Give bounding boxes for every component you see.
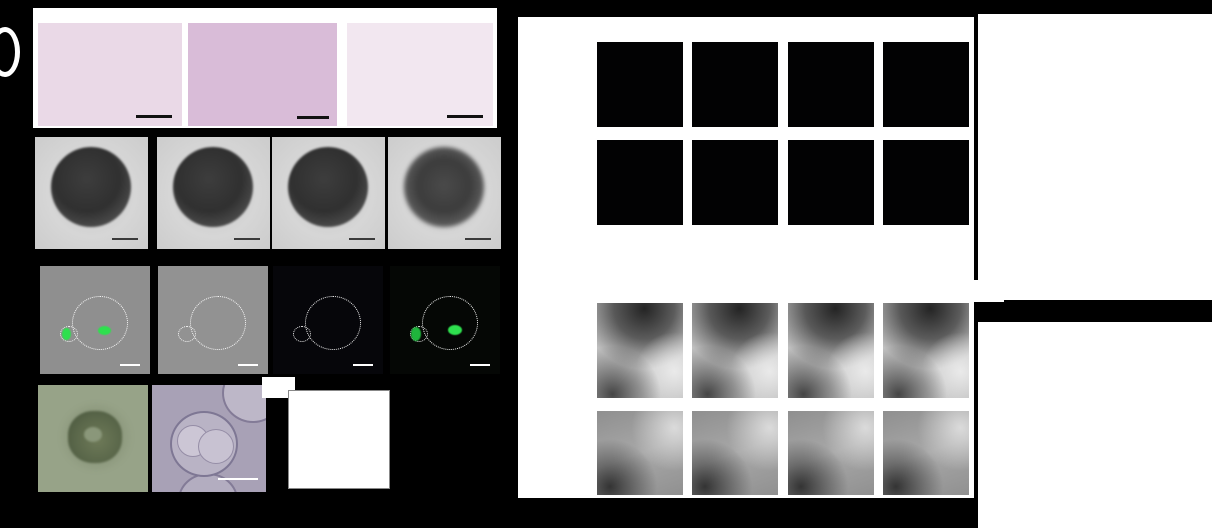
timelapse-image-h2o2-m-18h — [788, 411, 874, 495]
follicle-sphere — [404, 147, 484, 227]
polar-body-outline — [60, 326, 78, 342]
timelapse-image-h2o2-m-24h — [883, 411, 969, 495]
polar-body-outline — [410, 326, 428, 342]
micrograph-light-h2o2-m — [883, 140, 969, 225]
histology-panel — [33, 8, 497, 128]
micrograph-dcfh-h2o2-m — [788, 140, 874, 225]
two-cell-image — [152, 385, 266, 492]
tubulin-signal — [62, 328, 71, 340]
histology-image-preantral-follicle — [188, 23, 337, 126]
embryo-2cell — [170, 411, 238, 477]
histology-image-antral-follicle — [347, 23, 493, 126]
line-chart — [978, 322, 1212, 528]
scale-bar — [136, 115, 172, 118]
scale-bar — [218, 477, 258, 480]
scale-bar — [470, 364, 490, 366]
tubulin-signal — [448, 325, 462, 335]
timecourse-image-5h — [157, 137, 270, 249]
correlation-heatmap — [422, 398, 494, 473]
timelapse-image-h2o2-9h — [692, 303, 778, 398]
polar-body-outline — [178, 326, 196, 342]
tubulin-signal — [98, 326, 111, 335]
timecourse-image-18h — [388, 137, 501, 249]
oocyte-outline — [190, 296, 246, 350]
perimeter-line-chart-panel — [978, 322, 1212, 528]
timecourse-image-10h — [272, 137, 385, 249]
oocyte-outline — [72, 296, 128, 350]
timelapse-image-h2o2-18h — [788, 303, 874, 398]
polar-body-outline — [293, 326, 311, 342]
scale-bar — [297, 116, 329, 119]
fluorescence-image-a-tubulin — [390, 266, 500, 374]
micrograph-dcfh-h2o2 — [788, 42, 874, 127]
timelapse-image-h2o2-24h — [883, 303, 969, 398]
scale-bar — [349, 237, 375, 240]
scale-bar — [447, 115, 483, 118]
timelapse-image-h2o2-0h — [597, 303, 683, 398]
micrograph-light-h2o2 — [883, 42, 969, 127]
panel-label-partial — [0, 27, 20, 77]
follicle-sphere — [51, 147, 131, 227]
tubulin-signal — [411, 327, 421, 341]
panel-i-label — [968, 280, 1004, 302]
dcfh-bar-chart-panel — [978, 14, 1212, 300]
oocyte-nucleus — [84, 427, 102, 442]
ivf-image — [38, 385, 148, 492]
dendrogram-top — [422, 384, 494, 398]
scale-bar — [238, 364, 258, 366]
follicle-sphere — [173, 147, 253, 227]
micrograph-hochest-h2o2 — [692, 42, 778, 127]
timelapse-image-h2o2-m-0h — [597, 411, 683, 495]
fluorescence-image-blank — [158, 266, 268, 374]
panel-e-label — [262, 377, 295, 398]
scale-bar — [112, 237, 138, 240]
timecourse-image-0h — [35, 137, 148, 249]
fluorescence-image-merge — [40, 266, 150, 374]
scale-bar — [465, 237, 491, 240]
timelapse-panel — [518, 250, 974, 498]
oocyte-outline — [422, 296, 478, 350]
micrograph-merge-h2o2-m — [597, 140, 683, 225]
timelapse-image-h2o2-m-9h — [692, 411, 778, 495]
bar-chart — [978, 14, 1212, 300]
micrograph-merge-h2o2 — [597, 42, 683, 127]
scale-bar — [234, 237, 260, 240]
fluorescence-image-dapi — [273, 266, 383, 374]
dendrogram-left — [409, 398, 421, 473]
oocyte-outline — [305, 296, 361, 350]
follicle-sphere — [288, 147, 368, 227]
embryo-partial — [222, 385, 266, 423]
scale-bar — [353, 364, 373, 366]
scale-bar — [120, 364, 140, 366]
ros-panel — [518, 17, 974, 250]
micrograph-hochest-h2o2-m — [692, 140, 778, 225]
histology-image-secondary-follicle — [38, 23, 182, 126]
umap-plot — [288, 390, 390, 489]
